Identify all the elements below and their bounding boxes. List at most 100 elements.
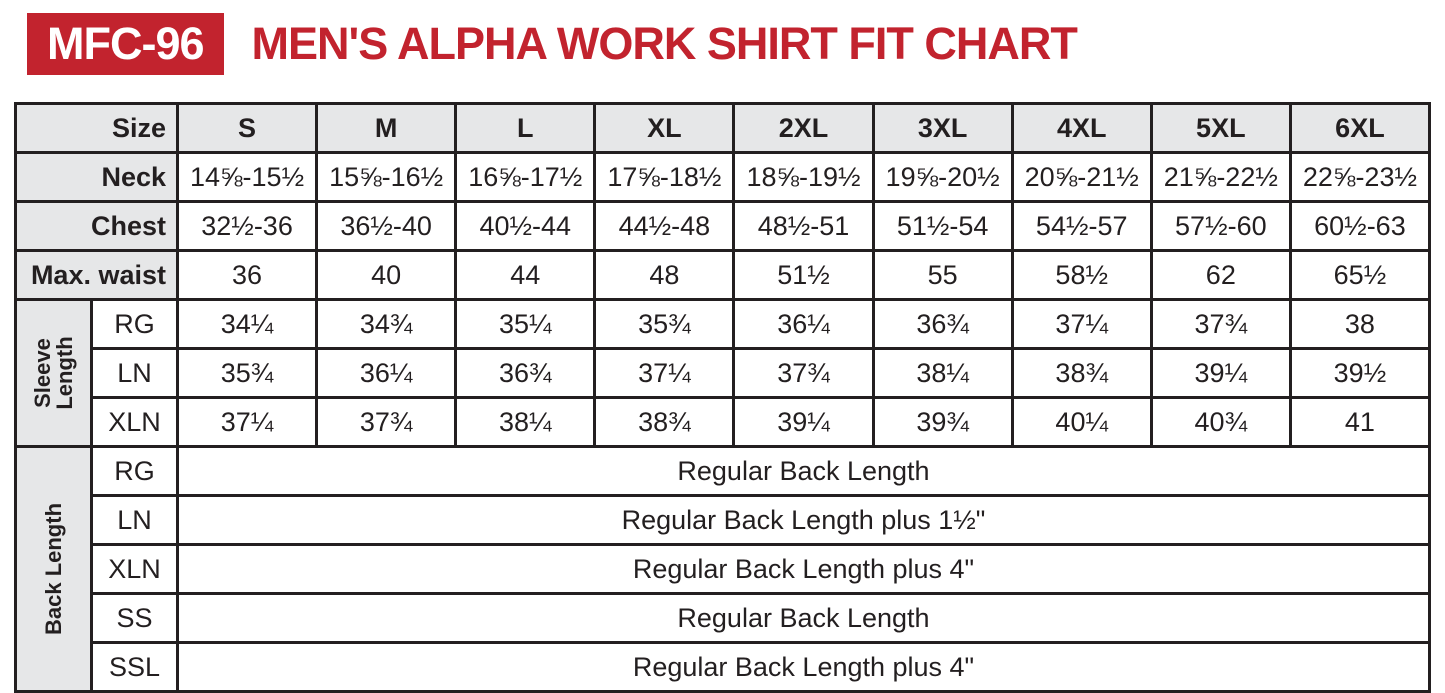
size-col-header-m: M: [315, 102, 458, 154]
size-col-header-5xl: 5XL: [1149, 102, 1292, 154]
back-ss-row: SS Regular Back Length: [16, 592, 1431, 644]
fit-chart-table: Size S M L XL 2XL 3XL 4XL 5XL 6XL Neck 1…: [14, 102, 1432, 693]
back-ss-value-cell: Regular Back Length: [176, 592, 1431, 644]
sleeve-rg-value-cell: 34¾: [315, 298, 458, 350]
neck-value-cell: 21⅝-22½: [1149, 151, 1292, 203]
chest-value-cell: 32½-36: [175, 200, 319, 252]
chest-value-cell: 60½-63: [1288, 200, 1432, 252]
max-waist-row: Max. waist 36 40 44 48 51½ 55 58½ 62 65½: [14, 249, 1432, 301]
size-col-header-xl: XL: [593, 102, 736, 154]
sleeve-ln-value-cell: 39¼: [1149, 347, 1292, 399]
max-waist-value-cell: 51½: [732, 249, 875, 301]
sleeve-xln-value-cell: 38¼: [454, 396, 597, 448]
chest-value-cell: 57½-60: [1149, 200, 1292, 252]
max-waist-value-cell: 36: [175, 249, 319, 301]
sleeve-xln-value-cell: 38¾: [593, 396, 736, 448]
max-waist-row-label: Max. waist: [14, 249, 179, 301]
chest-value-cell: 54½-57: [1010, 200, 1153, 252]
neck-value-cell: 14⅝-15½: [175, 151, 319, 203]
size-col-header-3xl: 3XL: [871, 102, 1014, 154]
chest-value-cell: 48½-51: [732, 200, 875, 252]
sleeve-rg-value-cell: 38: [1288, 298, 1432, 350]
back-ssl-value-cell: Regular Back Length plus 4": [176, 641, 1431, 693]
sleeve-rg-value-cell: 35¾: [593, 298, 736, 350]
sleeve-ln-value-cell: 37¼: [593, 347, 736, 399]
back-ln-row: LN Regular Back Length plus 1½": [16, 494, 1431, 546]
max-waist-value-cell: 62: [1149, 249, 1292, 301]
neck-value-cell: 17⅝-18½: [593, 151, 736, 203]
size-col-header-4xl: 4XL: [1010, 102, 1153, 154]
page-title: MEN'S ALPHA WORK SHIRT FIT CHART: [251, 18, 1078, 69]
back-rg-value-cell: Regular Back Length: [176, 445, 1431, 497]
max-waist-value-cell: 48: [593, 249, 736, 301]
size-col-header-6xl: 6XL: [1288, 102, 1432, 154]
size-col-header-l: L: [454, 102, 597, 154]
back-xln-row: XLN Regular Back Length plus 4": [16, 543, 1431, 595]
neck-value-cell: 22⅝-23½: [1288, 151, 1432, 203]
max-waist-value-cell: 40: [315, 249, 458, 301]
chest-row: Chest 32½-36 36½-40 40½-44 44½-48 48½-51…: [14, 200, 1432, 252]
neck-row: Neck 14⅝-15½ 15⅝-16½ 16⅝-17½ 17⅝-18½ 18⅝…: [14, 151, 1432, 203]
back-rg-label: RG: [90, 445, 179, 497]
sleeve-xln-value-cell: 39¾: [871, 396, 1014, 448]
chest-value-cell: 51½-54: [871, 200, 1014, 252]
neck-value-cell: 16⅝-17½: [454, 151, 597, 203]
chest-value-cell: 36½-40: [315, 200, 458, 252]
size-header-label: Size: [14, 102, 179, 154]
sleeve-rg-value-cell: 37¼: [1010, 298, 1153, 350]
size-col-header-2xl: 2XL: [732, 102, 875, 154]
sleeve-ln-label: LN: [90, 347, 179, 399]
back-length-group-label: Back Length: [40, 502, 66, 636]
neck-value-cell: 20⅝-21½: [1010, 151, 1153, 203]
back-xln-label: XLN: [90, 543, 179, 595]
sleeve-ln-row: LN 35¾ 36¼ 36¾ 37¼ 37¾ 38¼ 38¾ 39¼ 39½: [16, 347, 1432, 399]
size-header-row: Size S M L XL 2XL 3XL 4XL 5XL 6XL: [14, 102, 1432, 154]
sleeve-rg-value-cell: 36¾: [871, 298, 1014, 350]
sleeve-xln-value-cell: 39¼: [732, 396, 875, 448]
max-waist-value-cell: 58½: [1010, 249, 1153, 301]
chest-value-cell: 40½-44: [454, 200, 597, 252]
sleeve-xln-row: XLN 37¼ 37¾ 38¼ 38¾ 39¼ 39¾ 40¼ 40¾ 41: [16, 396, 1432, 448]
back-xln-value-cell: Regular Back Length plus 4": [176, 543, 1431, 595]
sleeve-ln-value-cell: 39½: [1288, 347, 1432, 399]
size-col-header-s: S: [175, 102, 319, 154]
sleeve-rg-value-cell: 34¼: [175, 298, 319, 350]
model-badge: MFC-96: [27, 13, 224, 75]
sleeve-length-group-label: Sleeve Length: [29, 336, 77, 410]
sleeve-rg-row: Sleeve Length RG 34¼ 34¾ 35¼ 35¾ 36¼ 36¾…: [14, 298, 1432, 448]
back-ln-label: LN: [90, 494, 179, 546]
page-header: MFC-96 MEN'S ALPHA WORK SHIRT FIT CHART: [27, 13, 1431, 75]
sleeve-ln-value-cell: 38¾: [1010, 347, 1153, 399]
chest-value-cell: 44½-48: [593, 200, 736, 252]
sleeve-ln-value-cell: 35¾: [175, 347, 319, 399]
back-ln-value-cell: Regular Back Length plus 1½": [176, 494, 1431, 546]
sleeve-xln-value-cell: 37¾: [315, 396, 458, 448]
back-ssl-label: SSL: [90, 641, 179, 693]
sleeve-rg-value-cell: 37¾: [1149, 298, 1292, 350]
sleeve-xln-label: XLN: [90, 396, 179, 448]
sleeve-ln-value-cell: 36¾: [454, 347, 597, 399]
sleeve-ln-value-cell: 38¼: [871, 347, 1014, 399]
back-ss-label: SS: [90, 592, 179, 644]
sleeve-length-group-cell: Sleeve Length: [14, 298, 93, 448]
back-length-group-cell: Back Length: [14, 445, 93, 693]
chest-row-label: Chest: [14, 200, 179, 252]
neck-value-cell: 18⅝-19½: [732, 151, 875, 203]
sleeve-xln-value-cell: 37¼: [175, 396, 319, 448]
sleeve-rg-value-cell: 35¼: [454, 298, 597, 350]
max-waist-value-cell: 44: [454, 249, 597, 301]
neck-value-cell: 15⅝-16½: [315, 151, 458, 203]
sleeve-xln-value-cell: 40¾: [1149, 396, 1292, 448]
sleeve-xln-value-cell: 40¼: [1010, 396, 1153, 448]
max-waist-value-cell: 65½: [1288, 249, 1432, 301]
sleeve-rg-label: RG: [90, 298, 179, 350]
back-ssl-row: SSL Regular Back Length plus 4": [16, 641, 1431, 693]
back-rg-row: Back Length RG Regular Back Length: [14, 445, 1431, 693]
sleeve-ln-value-cell: 36¼: [315, 347, 458, 399]
neck-row-label: Neck: [14, 151, 179, 203]
neck-value-cell: 19⅝-20½: [871, 151, 1014, 203]
sleeve-rg-value-cell: 36¼: [732, 298, 875, 350]
sleeve-xln-value-cell: 41: [1288, 396, 1432, 448]
sleeve-ln-value-cell: 37¾: [732, 347, 875, 399]
